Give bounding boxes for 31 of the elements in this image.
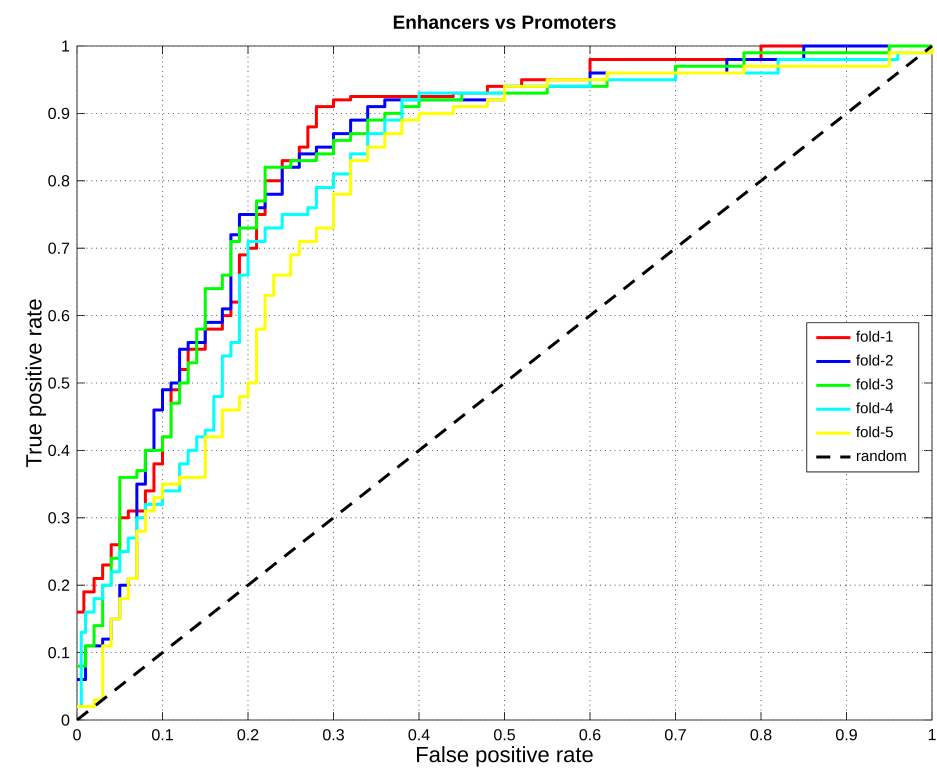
x-tick-label: 0.1 (152, 729, 173, 740)
y-tick-label: 0.2 (48, 580, 70, 591)
x-tick-label: 1 (928, 729, 936, 740)
x-tick-label: 0.3 (323, 729, 344, 740)
y-tick-label: 0.3 (48, 512, 70, 524)
legend-label: random (856, 450, 906, 462)
x-tick-label: 0 (73, 729, 81, 740)
x-tick-label: 0.7 (665, 729, 686, 740)
y-tick-label: 0.5 (48, 377, 70, 389)
y-tick-label: 0.4 (48, 444, 70, 456)
chart-title: Enhancers vs Promoters (394, 14, 616, 29)
x-axis-title: False positive rate (417, 746, 593, 767)
x-tick-label: 0.6 (580, 729, 600, 740)
y-tick-label: 0 (62, 714, 70, 726)
legend-label: fold-2 (856, 354, 893, 366)
y-tick-label: 0.6 (48, 310, 70, 322)
x-tick-label: 0.2 (238, 729, 258, 740)
y-tick-label: 1 (62, 40, 70, 52)
legend-label: fold-4 (856, 402, 894, 414)
x-tick-label: 0.4 (408, 729, 430, 740)
x-tick-label: 0.8 (750, 729, 772, 740)
y-tick-label: 0.1 (48, 646, 70, 658)
y-tick-label: 0.7 (48, 242, 70, 254)
x-tick-label: 0.5 (494, 729, 515, 740)
y-tick-label: 0.9 (48, 108, 70, 120)
x-tick-label: 0.9 (836, 729, 857, 740)
legend-label: fold-1 (856, 330, 893, 342)
y-axis-title: True positive rate (25, 299, 46, 468)
legend-label: fold-5 (856, 426, 893, 438)
y-tick-label: 0.8 (48, 175, 70, 186)
legend-label: fold-3 (856, 378, 893, 390)
